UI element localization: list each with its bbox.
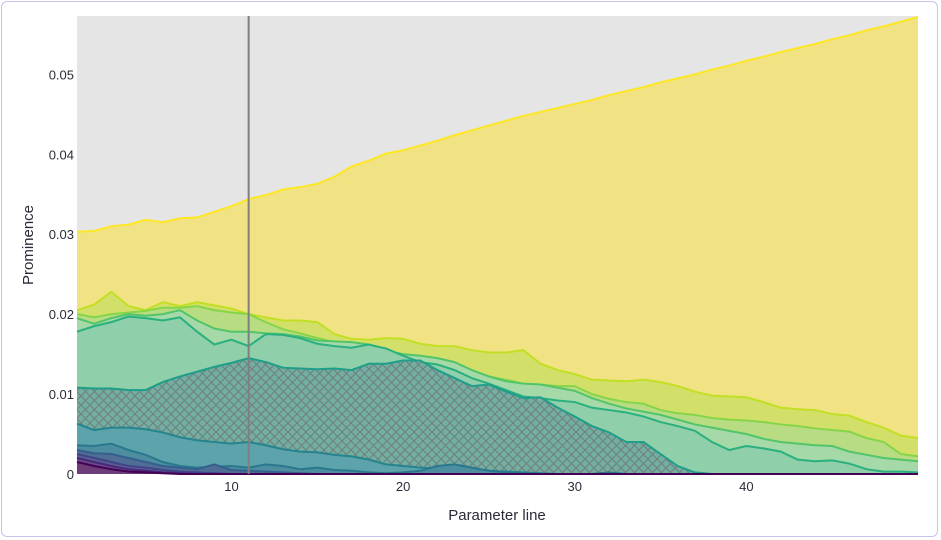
- area-series-6-hatch: [77, 358, 918, 474]
- y-tick-label: 0.01: [49, 387, 74, 402]
- area-series-7: [77, 423, 918, 474]
- area-series-12-line: [76, 461, 918, 475]
- area-series-4-line: [76, 309, 919, 463]
- y-axis-ticks: 0 0.01 0.02 0.03 0.04 0.05: [49, 67, 74, 482]
- area-series-2-line: [76, 290, 919, 440]
- area-series-5-line: [76, 315, 919, 474]
- y-tick-label: 0.02: [49, 307, 74, 322]
- x-tick-label: 40: [739, 479, 753, 494]
- x-axis-ticks: 10 20 30 40: [224, 479, 753, 494]
- x-axis-title: Parameter line: [448, 507, 546, 524]
- area-series-1-line: [76, 15, 919, 233]
- area-series-group: [76, 15, 919, 475]
- x-tick-label: 20: [396, 479, 410, 494]
- y-tick-label: 0.05: [49, 67, 74, 82]
- y-tick-label: 0: [67, 467, 74, 482]
- x-tick-label: 30: [568, 479, 582, 494]
- y-axis-title: Prominence: [20, 205, 37, 285]
- x-tick-label: 10: [224, 479, 238, 494]
- y-tick-label: 0.03: [49, 227, 74, 242]
- y-tick-label: 0.04: [49, 147, 74, 162]
